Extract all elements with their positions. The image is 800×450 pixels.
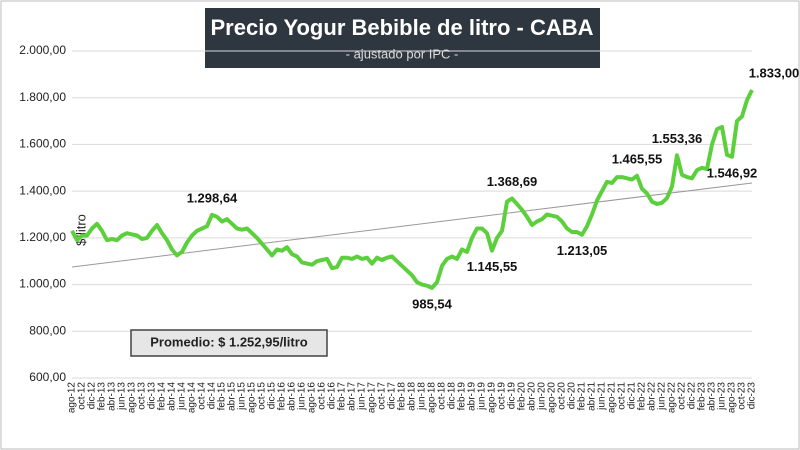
x-tick-label: abr-17 (347, 382, 358, 411)
x-tick-label: oct-20 (557, 382, 568, 410)
x-tick-label: jun-23 (717, 382, 728, 411)
x-tick-label: abr-16 (287, 382, 298, 411)
y-tick-label: 1.800,00 (19, 90, 66, 104)
trend-line (71, 182, 753, 268)
x-tick-label: ago-13 (127, 382, 138, 414)
title-box (205, 8, 600, 68)
data-label: 1.298,64 (187, 190, 238, 205)
x-tick-label: feb-17 (337, 382, 348, 411)
y-tick-label: 1.600,00 (19, 137, 66, 151)
x-tick-label: ago-12 (67, 382, 78, 414)
data-label: 1.213,05 (557, 243, 608, 258)
x-tick-label: oct-12 (77, 382, 88, 410)
x-tick-label: jun-17 (357, 382, 368, 411)
x-tick-label: abr-21 (587, 382, 598, 411)
y-tick-label: 1.000,00 (19, 277, 66, 291)
x-tick-label: oct-17 (377, 382, 388, 410)
x-tick-label: oct-22 (677, 382, 688, 410)
data-label: 1.546,92 (707, 165, 758, 180)
x-tick-label: abr-19 (467, 382, 478, 411)
y-tick-label: 1.200,00 (19, 230, 66, 244)
data-label: 1.553,36 (652, 131, 703, 146)
y-tick-label: 600,00 (29, 370, 66, 384)
x-tick-label: oct-16 (317, 382, 328, 410)
x-tick-label: abr-23 (707, 382, 718, 411)
x-tick-label: ago-22 (667, 382, 678, 414)
x-tick-label: feb-22 (637, 382, 648, 411)
x-tick-label: jun-19 (477, 382, 488, 411)
x-tick-label: dic-13 (147, 382, 158, 410)
x-tick-label: ago-21 (607, 382, 618, 414)
x-tick-label: abr-15 (227, 382, 238, 411)
x-tick-label: dic-19 (507, 382, 518, 410)
data-label: 985,54 (412, 296, 453, 311)
data-line (70, 89, 754, 290)
y-tick-label: 1.400,00 (19, 183, 66, 197)
x-tick-label: ago-16 (307, 382, 318, 414)
x-tick-label: feb-20 (517, 382, 528, 411)
x-tick-label: abr-20 (527, 382, 538, 411)
x-tick-label: feb-18 (397, 382, 408, 411)
x-tick-label: dic-22 (687, 382, 698, 410)
x-tick-label: abr-18 (407, 382, 418, 411)
x-tick-label: oct-21 (617, 382, 628, 410)
x-tick-label: jun-18 (417, 382, 428, 411)
x-tick-label: feb-16 (277, 382, 288, 411)
x-tick-label: feb-13 (97, 382, 108, 411)
x-tick-label: dic-23 (747, 382, 758, 410)
x-tick-label: dic-12 (87, 382, 98, 410)
x-tick-label: oct-14 (197, 382, 208, 410)
chart-title: Precio Yogur Bebible de litro - CABA (210, 15, 593, 40)
x-tick-label: dic-20 (567, 382, 578, 410)
x-tick-label: oct-23 (737, 382, 748, 410)
x-tick-label: feb-19 (457, 382, 468, 411)
x-tick-label: ago-17 (367, 382, 378, 414)
x-tick-label: feb-14 (157, 382, 168, 411)
data-label: 1.833,00 (749, 65, 800, 80)
x-tick-label: ago-20 (547, 382, 558, 414)
x-tick-label: ago-18 (427, 382, 438, 414)
x-tick-label: dic-18 (447, 382, 458, 410)
x-tick-label: jun-14 (177, 382, 188, 411)
x-tick-label: ago-15 (247, 382, 258, 414)
x-tick-label: dic-14 (207, 382, 218, 410)
x-tick-label: dic-15 (267, 382, 278, 410)
x-tick-label: ago-23 (727, 382, 738, 414)
x-tick-label: jun-20 (537, 382, 548, 411)
x-tick-label: dic-21 (627, 382, 638, 410)
data-label: 1.368,69 (487, 174, 538, 189)
x-tick-label: jun-16 (297, 382, 308, 411)
x-tick-label: ago-19 (487, 382, 498, 414)
x-tick-label: oct-18 (437, 382, 448, 410)
x-tick-label: feb-23 (697, 382, 708, 411)
chart-subtitle: - ajustado por IPC - (346, 46, 459, 61)
x-tick-label: abr-13 (107, 382, 118, 411)
x-tick-label: abr-14 (167, 382, 178, 411)
x-tick-label: oct-19 (497, 382, 508, 410)
x-tick-label: jun-15 (237, 382, 248, 411)
x-tick-label: jun-13 (117, 382, 128, 411)
x-tick-label: dic-16 (327, 382, 338, 410)
data-label: 1.465,55 (612, 151, 663, 166)
x-tick-label: feb-21 (577, 382, 588, 411)
x-tick-label: oct-15 (257, 382, 268, 410)
x-tick-label: dic-17 (387, 382, 398, 410)
y-tick-label: 2.000,00 (19, 43, 66, 57)
data-label: 1.145,55 (467, 259, 518, 274)
average-box (130, 329, 328, 357)
x-tick-label: ago-14 (187, 382, 198, 414)
average-label: Promedio: $ 1.252,95/litro (150, 334, 308, 349)
x-tick-label: oct-13 (137, 382, 148, 410)
x-tick-label: jun-21 (597, 382, 608, 411)
x-tick-label: feb-15 (217, 382, 228, 411)
y-tick-label: 800,00 (29, 323, 66, 337)
x-tick-label: jun-22 (657, 382, 668, 411)
x-tick-label: abr-22 (647, 382, 658, 411)
